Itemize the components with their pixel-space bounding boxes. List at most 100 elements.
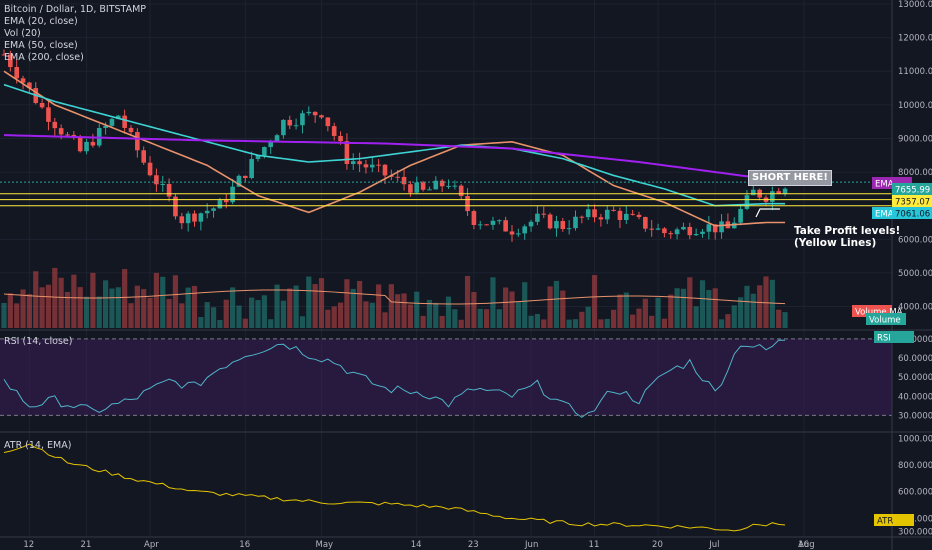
price-tick-label: 8000.00: [898, 168, 932, 178]
volume-bar: [96, 296, 102, 328]
candle-body: [465, 195, 470, 212]
candle-body: [401, 176, 407, 185]
volume-bar: [420, 315, 426, 328]
take-profit-line2: (Yellow Lines): [794, 237, 877, 249]
candle-body: [693, 234, 699, 236]
candle-body: [350, 161, 356, 164]
candle-body: [662, 228, 667, 234]
candle-body: [116, 115, 121, 119]
price-axis[interactable]: 13000.00 12000.00 11000.00 10000.00 9000.00 8…: [898, 0, 932, 538]
take-profit-annotation[interactable]: Take Profit levels! (Yellow Lines): [794, 225, 900, 249]
candle-body: [554, 221, 559, 229]
candle-body: [312, 111, 318, 116]
volume-bar: [369, 302, 375, 328]
atr-pane-label: ATR (14, EMA): [4, 440, 72, 451]
candle-body: [27, 82, 32, 89]
last-price-tag-bg: [892, 183, 932, 195]
candle-body: [293, 125, 299, 127]
candle-body: [604, 209, 610, 220]
ema200-tag: EMA: [875, 180, 894, 190]
volume-bar: [471, 291, 477, 328]
volume-bar: [585, 306, 591, 328]
candle-body: [490, 220, 496, 225]
candle-body: [776, 191, 781, 194]
volume-bar: [617, 294, 623, 328]
candle-body: [319, 115, 324, 118]
candle-body: [281, 119, 286, 136]
candle-body: [439, 180, 445, 187]
volume-bar: [547, 286, 553, 328]
candle-body: [331, 126, 337, 136]
volume-bar: [782, 312, 788, 328]
volume-bar: [337, 302, 344, 328]
candle-body: [547, 214, 553, 229]
volume-bars: [1, 267, 788, 328]
atr-tick-label: 1000.0000: [898, 434, 932, 444]
candle-body: [560, 221, 566, 230]
volume-bar: [122, 269, 128, 328]
volume-bar: [712, 288, 718, 328]
legend-title: Bitcoin / Dollar, 1D, BITSTAMP: [4, 4, 147, 15]
short-here-annotation[interactable]: SHORT HERE!: [748, 170, 832, 186]
candle-body: [243, 175, 248, 178]
candle-body: [477, 224, 483, 226]
volume-bar: [261, 295, 267, 328]
candle-body: [338, 135, 343, 142]
volume-bar: [776, 309, 782, 328]
time-tick-label: Aug: [798, 540, 815, 550]
candle-body: [192, 213, 197, 222]
atr-line: [3, 443, 786, 532]
volume-bar: [477, 308, 483, 328]
candle-body: [681, 226, 686, 230]
atr-tick-label: 800.0000: [898, 461, 932, 471]
candle-body: [471, 211, 477, 226]
candle-body: [414, 182, 420, 193]
candle-body: [198, 213, 204, 222]
candle-body: [65, 134, 70, 136]
volume-bar: [661, 318, 667, 328]
candle-body: [90, 141, 96, 146]
candle-body: [566, 228, 572, 230]
volume-bar: [426, 299, 433, 328]
rsi-tag-bg: [874, 331, 914, 343]
ema-line: [3, 83, 786, 207]
volume-bar: [699, 280, 706, 328]
candle-body: [363, 164, 369, 168]
volume-bar: [509, 291, 515, 328]
volume-bar: [249, 297, 255, 328]
candle-body: [274, 135, 280, 143]
volume-bar: [414, 291, 420, 328]
rsi-tick-label: 70.0000: [898, 335, 932, 345]
level-tag: 7357.07: [895, 198, 930, 208]
candle-body: [217, 200, 223, 209]
legend-ema50: EMA (50, close): [4, 40, 78, 51]
candle-body: [370, 164, 375, 168]
candle-body: [109, 118, 115, 126]
volume-bar: [14, 303, 20, 328]
rsi-tick-label: 40.0000: [898, 392, 932, 402]
ema-line: [3, 134, 786, 180]
rsi-line: [3, 339, 786, 418]
annotation-arrow-line: [755, 208, 780, 218]
candle-body: [357, 161, 362, 165]
volume-bar: [223, 299, 229, 328]
volume-bar: [20, 289, 26, 328]
candle-body: [528, 221, 534, 227]
volume-bar: [496, 309, 502, 328]
volume-bar: [45, 284, 52, 328]
candle-body: [668, 233, 674, 235]
candle-body: [128, 127, 134, 133]
candle-body: [744, 195, 750, 209]
ema50-value-tag: 7061.06: [895, 210, 930, 220]
candle-body: [541, 213, 547, 215]
annotation-arrow: [755, 208, 780, 218]
candle-body: [700, 231, 705, 235]
volume-bar: [58, 277, 64, 328]
candle-body: [204, 210, 210, 214]
volume-bar: [579, 311, 585, 328]
volume-bar: [109, 288, 115, 328]
volume-bar: [433, 302, 439, 328]
